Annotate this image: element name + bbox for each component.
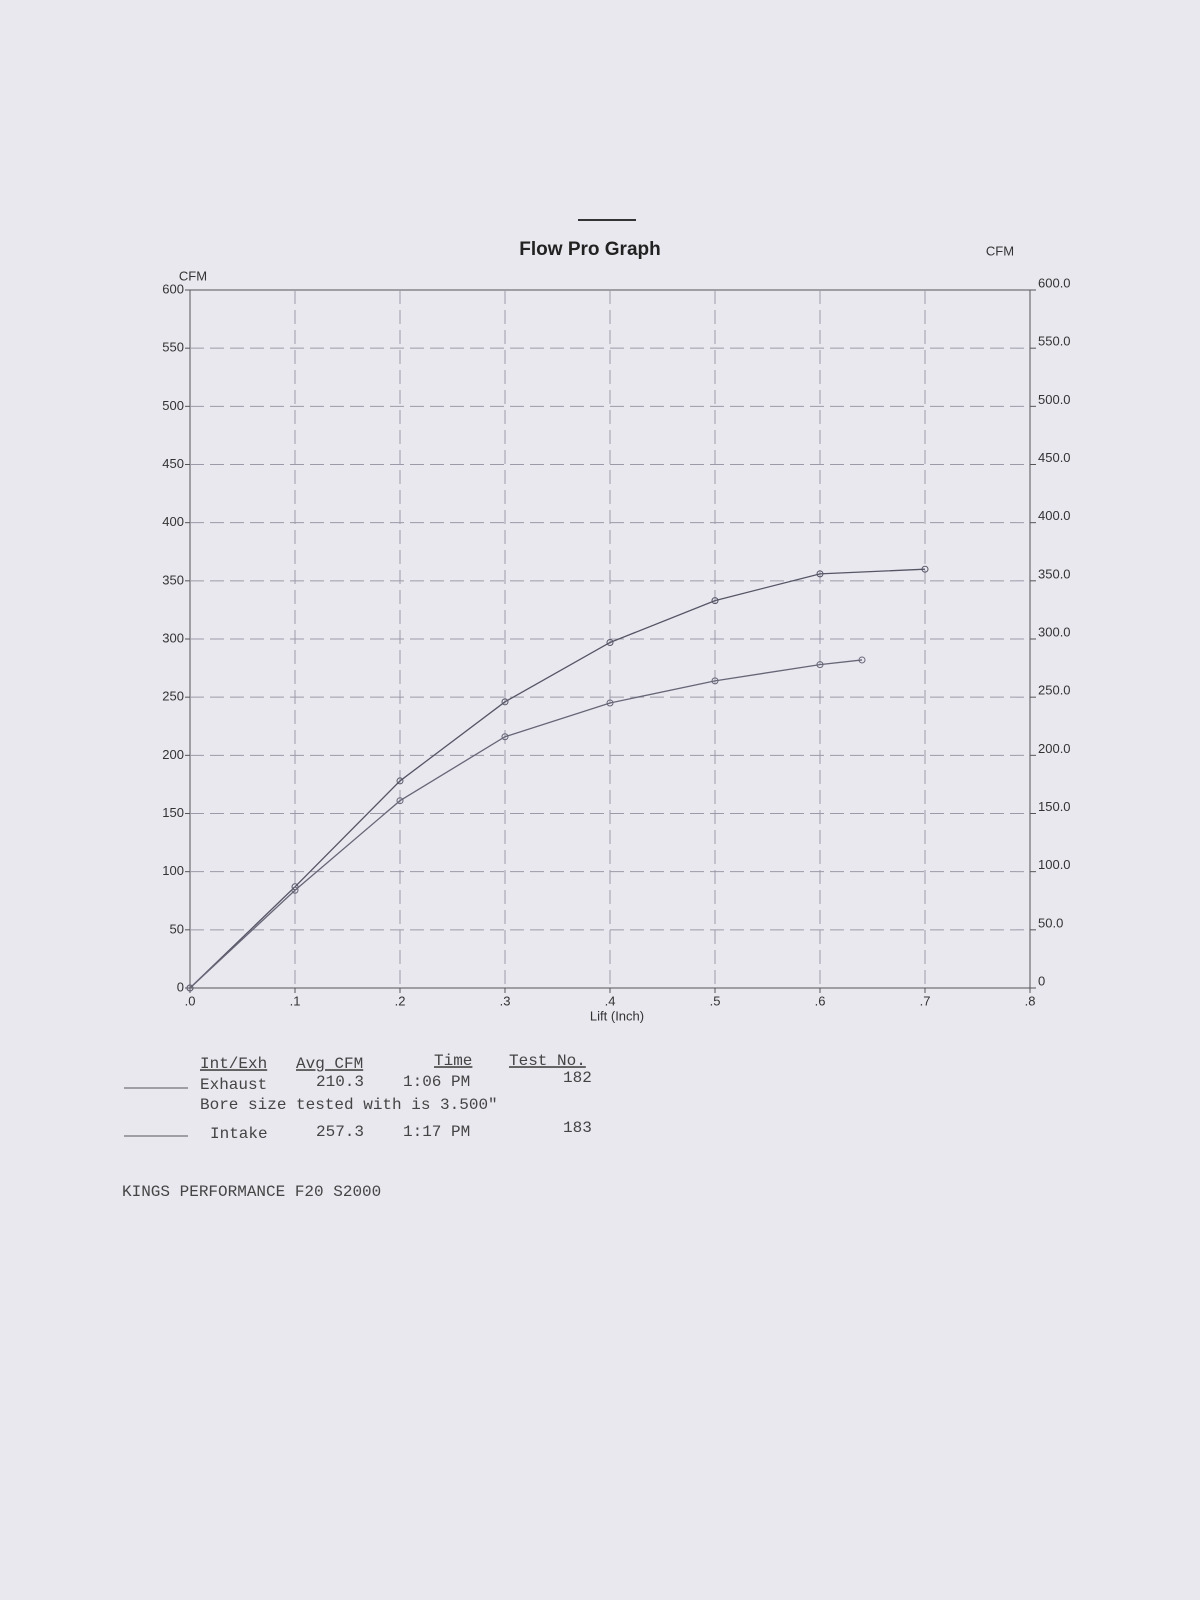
table-cell: 210.3	[316, 1073, 364, 1091]
y-tick-label: 350	[162, 572, 184, 587]
y-tick-label: 400	[162, 514, 184, 529]
y2-tick-label: 400.0	[1038, 508, 1071, 523]
x-tick-label: .7	[920, 993, 931, 1008]
table-cell: 183	[563, 1119, 592, 1137]
y2-tick-label: 200.0	[1038, 741, 1071, 756]
table-cell: 182	[563, 1069, 592, 1087]
table-cell: 1:17 PM	[403, 1123, 470, 1141]
table-cell: 1:06 PM	[403, 1073, 470, 1091]
table-header: Time	[434, 1052, 472, 1070]
y-tick-label: 300	[162, 630, 184, 645]
data-point	[396, 777, 404, 785]
y-tick-label: 550	[162, 340, 184, 355]
data-point	[858, 656, 866, 664]
y-tick-label: 200	[162, 747, 184, 762]
table-header: Avg CFM	[296, 1055, 363, 1073]
y2-tick-label: 450.0	[1038, 450, 1071, 465]
table-header: Int/Exh	[200, 1055, 267, 1073]
footer: KINGS PERFORMANCE F20 S2000	[122, 1183, 381, 1201]
y2-tick-label: 150.0	[1038, 799, 1071, 814]
y2-tick-label: 500.0	[1038, 392, 1071, 407]
data-point	[396, 797, 404, 805]
y2-tick-label: 300.0	[1038, 624, 1071, 639]
x-tick-label: .4	[605, 993, 616, 1008]
y-tick-label: 50	[170, 921, 184, 936]
legend-label: Intake	[210, 1125, 268, 1143]
x-tick-label: .8	[1025, 993, 1036, 1008]
data-point	[711, 597, 719, 605]
y2-tick-label: 50.0	[1038, 915, 1063, 930]
x-tick-label: .0	[185, 993, 196, 1008]
data-point	[291, 886, 299, 894]
legend-label: Exhaust	[200, 1076, 267, 1094]
y2-axis-label: CFM	[986, 243, 1014, 258]
data-point	[606, 638, 614, 646]
data-point	[816, 661, 824, 669]
y-tick-label: 100	[162, 863, 184, 878]
bore-note: Bore size tested with is 3.500"	[200, 1096, 498, 1114]
x-tick-label: .1	[290, 993, 301, 1008]
table-header: Test No.	[509, 1052, 586, 1070]
y-tick-label: 150	[162, 805, 184, 820]
y2-tick-label: 550.0	[1038, 334, 1071, 349]
y2-tick-label: 600.0	[1038, 275, 1071, 290]
data-point	[921, 565, 929, 573]
x-tick-label: .5	[710, 993, 721, 1008]
chart-title: Flow Pro Graph	[519, 239, 660, 260]
y2-tick-label: 100.0	[1038, 857, 1071, 872]
y-axis-label: CFM	[179, 268, 207, 283]
x-axis-label: Lift (Inch)	[590, 1008, 644, 1023]
y-tick-label: 250	[162, 689, 184, 704]
x-tick-label: .3	[500, 993, 511, 1008]
y2-tick-label: 250.0	[1038, 683, 1071, 698]
data-point	[711, 677, 719, 685]
data-point	[606, 699, 614, 707]
data-point	[186, 984, 194, 992]
data-point	[816, 570, 824, 578]
data-point	[501, 733, 509, 741]
series-line	[189, 568, 926, 989]
x-tick-label: .2	[395, 993, 406, 1008]
series-line	[189, 659, 863, 989]
y2-tick-label: 350.0	[1038, 566, 1071, 581]
y2-tick-label: 0	[1038, 973, 1045, 988]
y-tick-label: 450	[162, 456, 184, 471]
y-tick-label: 0	[177, 979, 184, 994]
y-tick-label: 600	[162, 281, 184, 296]
data-point	[501, 698, 509, 706]
x-tick-label: .6	[815, 993, 826, 1008]
table-cell: 257.3	[316, 1123, 364, 1141]
y-tick-label: 500	[162, 398, 184, 413]
